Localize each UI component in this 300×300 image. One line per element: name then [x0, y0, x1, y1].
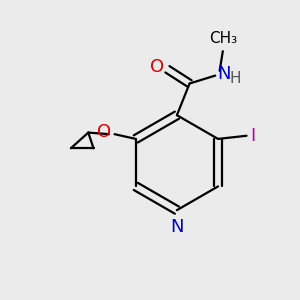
Text: O: O	[97, 123, 111, 141]
Text: N: N	[217, 65, 231, 83]
Text: CH₃: CH₃	[209, 32, 237, 46]
Text: N: N	[170, 218, 184, 236]
Text: I: I	[251, 127, 256, 145]
Text: O: O	[150, 58, 164, 76]
Text: H: H	[229, 71, 241, 86]
